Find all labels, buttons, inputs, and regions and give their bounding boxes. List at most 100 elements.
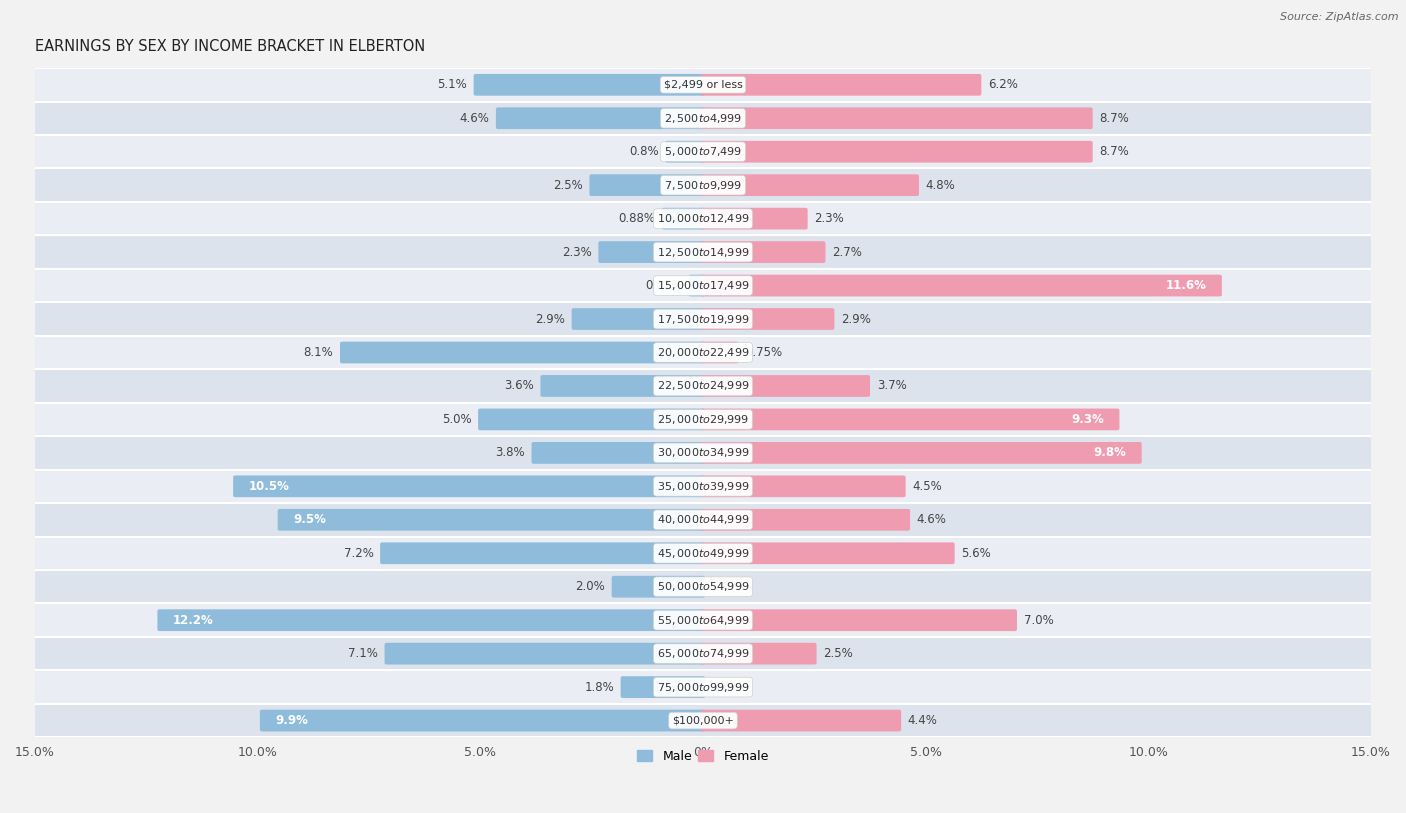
- FancyBboxPatch shape: [35, 704, 1371, 737]
- FancyBboxPatch shape: [35, 68, 1371, 102]
- FancyBboxPatch shape: [700, 208, 807, 229]
- FancyBboxPatch shape: [700, 476, 905, 498]
- FancyBboxPatch shape: [35, 402, 1371, 436]
- FancyBboxPatch shape: [35, 436, 1371, 470]
- Text: Source: ZipAtlas.com: Source: ZipAtlas.com: [1281, 12, 1399, 22]
- FancyBboxPatch shape: [35, 302, 1371, 336]
- FancyBboxPatch shape: [35, 537, 1371, 570]
- FancyBboxPatch shape: [157, 609, 706, 631]
- FancyBboxPatch shape: [700, 375, 870, 397]
- FancyBboxPatch shape: [700, 509, 910, 531]
- Text: 3.8%: 3.8%: [495, 446, 524, 459]
- FancyBboxPatch shape: [700, 542, 955, 564]
- Text: 0.27%: 0.27%: [645, 279, 682, 292]
- FancyBboxPatch shape: [700, 609, 1017, 631]
- FancyBboxPatch shape: [700, 710, 901, 732]
- FancyBboxPatch shape: [474, 74, 706, 96]
- Text: 6.2%: 6.2%: [988, 78, 1018, 91]
- Text: $2,500 to $4,999: $2,500 to $4,999: [664, 111, 742, 124]
- Text: $100,000+: $100,000+: [672, 715, 734, 725]
- FancyBboxPatch shape: [35, 603, 1371, 637]
- Text: 2.7%: 2.7%: [832, 246, 862, 259]
- Text: 7.0%: 7.0%: [1024, 614, 1053, 627]
- FancyBboxPatch shape: [700, 275, 1222, 297]
- Text: 0.8%: 0.8%: [628, 146, 658, 159]
- Text: 2.3%: 2.3%: [814, 212, 844, 225]
- FancyBboxPatch shape: [689, 275, 706, 297]
- FancyBboxPatch shape: [700, 141, 1092, 163]
- FancyBboxPatch shape: [700, 107, 1092, 129]
- Text: $17,500 to $19,999: $17,500 to $19,999: [657, 312, 749, 325]
- FancyBboxPatch shape: [662, 208, 706, 229]
- Text: $45,000 to $49,999: $45,000 to $49,999: [657, 547, 749, 560]
- FancyBboxPatch shape: [478, 409, 706, 430]
- Text: 8.7%: 8.7%: [1099, 146, 1129, 159]
- Text: 2.9%: 2.9%: [841, 312, 870, 325]
- FancyBboxPatch shape: [35, 102, 1371, 135]
- FancyBboxPatch shape: [700, 341, 738, 363]
- FancyBboxPatch shape: [35, 671, 1371, 704]
- FancyBboxPatch shape: [700, 442, 1142, 463]
- Text: 7.1%: 7.1%: [349, 647, 378, 660]
- Text: 0.0%: 0.0%: [711, 680, 741, 693]
- Text: 4.5%: 4.5%: [912, 480, 942, 493]
- Text: 2.5%: 2.5%: [553, 179, 582, 192]
- FancyBboxPatch shape: [260, 710, 706, 732]
- Text: $7,500 to $9,999: $7,500 to $9,999: [664, 179, 742, 192]
- Text: 11.6%: 11.6%: [1166, 279, 1206, 292]
- Text: 12.2%: 12.2%: [173, 614, 214, 627]
- Text: 2.3%: 2.3%: [562, 246, 592, 259]
- Text: $25,000 to $29,999: $25,000 to $29,999: [657, 413, 749, 426]
- FancyBboxPatch shape: [35, 503, 1371, 537]
- Text: $65,000 to $74,999: $65,000 to $74,999: [657, 647, 749, 660]
- FancyBboxPatch shape: [35, 202, 1371, 236]
- FancyBboxPatch shape: [233, 476, 706, 498]
- Text: 3.6%: 3.6%: [503, 380, 534, 393]
- Text: 0.88%: 0.88%: [617, 212, 655, 225]
- Text: $15,000 to $17,499: $15,000 to $17,499: [657, 279, 749, 292]
- Text: 9.3%: 9.3%: [1071, 413, 1104, 426]
- Text: $35,000 to $39,999: $35,000 to $39,999: [657, 480, 749, 493]
- FancyBboxPatch shape: [35, 135, 1371, 168]
- Text: 2.5%: 2.5%: [824, 647, 853, 660]
- Text: 8.1%: 8.1%: [304, 346, 333, 359]
- FancyBboxPatch shape: [612, 576, 706, 598]
- Text: $55,000 to $64,999: $55,000 to $64,999: [657, 614, 749, 627]
- FancyBboxPatch shape: [35, 369, 1371, 402]
- FancyBboxPatch shape: [599, 241, 706, 263]
- FancyBboxPatch shape: [35, 470, 1371, 503]
- FancyBboxPatch shape: [35, 336, 1371, 369]
- Text: $75,000 to $99,999: $75,000 to $99,999: [657, 680, 749, 693]
- FancyBboxPatch shape: [35, 637, 1371, 671]
- Text: 2.9%: 2.9%: [536, 312, 565, 325]
- Text: 5.0%: 5.0%: [441, 413, 471, 426]
- Text: $2,499 or less: $2,499 or less: [664, 80, 742, 89]
- Text: 0.0%: 0.0%: [711, 580, 741, 593]
- Text: 0.75%: 0.75%: [745, 346, 782, 359]
- Text: 10.5%: 10.5%: [249, 480, 290, 493]
- FancyBboxPatch shape: [589, 174, 706, 196]
- Text: 9.8%: 9.8%: [1094, 446, 1126, 459]
- Text: 9.9%: 9.9%: [276, 714, 308, 727]
- Text: 3.7%: 3.7%: [877, 380, 907, 393]
- FancyBboxPatch shape: [700, 643, 817, 664]
- Text: EARNINGS BY SEX BY INCOME BRACKET IN ELBERTON: EARNINGS BY SEX BY INCOME BRACKET IN ELB…: [35, 39, 425, 54]
- FancyBboxPatch shape: [277, 509, 706, 531]
- Text: 1.8%: 1.8%: [583, 680, 614, 693]
- Text: $50,000 to $54,999: $50,000 to $54,999: [657, 580, 749, 593]
- Text: 5.6%: 5.6%: [962, 547, 991, 560]
- Text: $20,000 to $22,499: $20,000 to $22,499: [657, 346, 749, 359]
- FancyBboxPatch shape: [700, 174, 920, 196]
- Text: $40,000 to $44,999: $40,000 to $44,999: [657, 513, 749, 526]
- FancyBboxPatch shape: [665, 141, 706, 163]
- Text: 4.8%: 4.8%: [925, 179, 956, 192]
- Text: 4.6%: 4.6%: [917, 513, 946, 526]
- FancyBboxPatch shape: [620, 676, 706, 698]
- FancyBboxPatch shape: [385, 643, 706, 664]
- FancyBboxPatch shape: [700, 409, 1119, 430]
- Text: 5.1%: 5.1%: [437, 78, 467, 91]
- Text: 2.0%: 2.0%: [575, 580, 605, 593]
- Text: 7.2%: 7.2%: [343, 547, 374, 560]
- Text: $22,500 to $24,999: $22,500 to $24,999: [657, 380, 749, 393]
- FancyBboxPatch shape: [35, 269, 1371, 302]
